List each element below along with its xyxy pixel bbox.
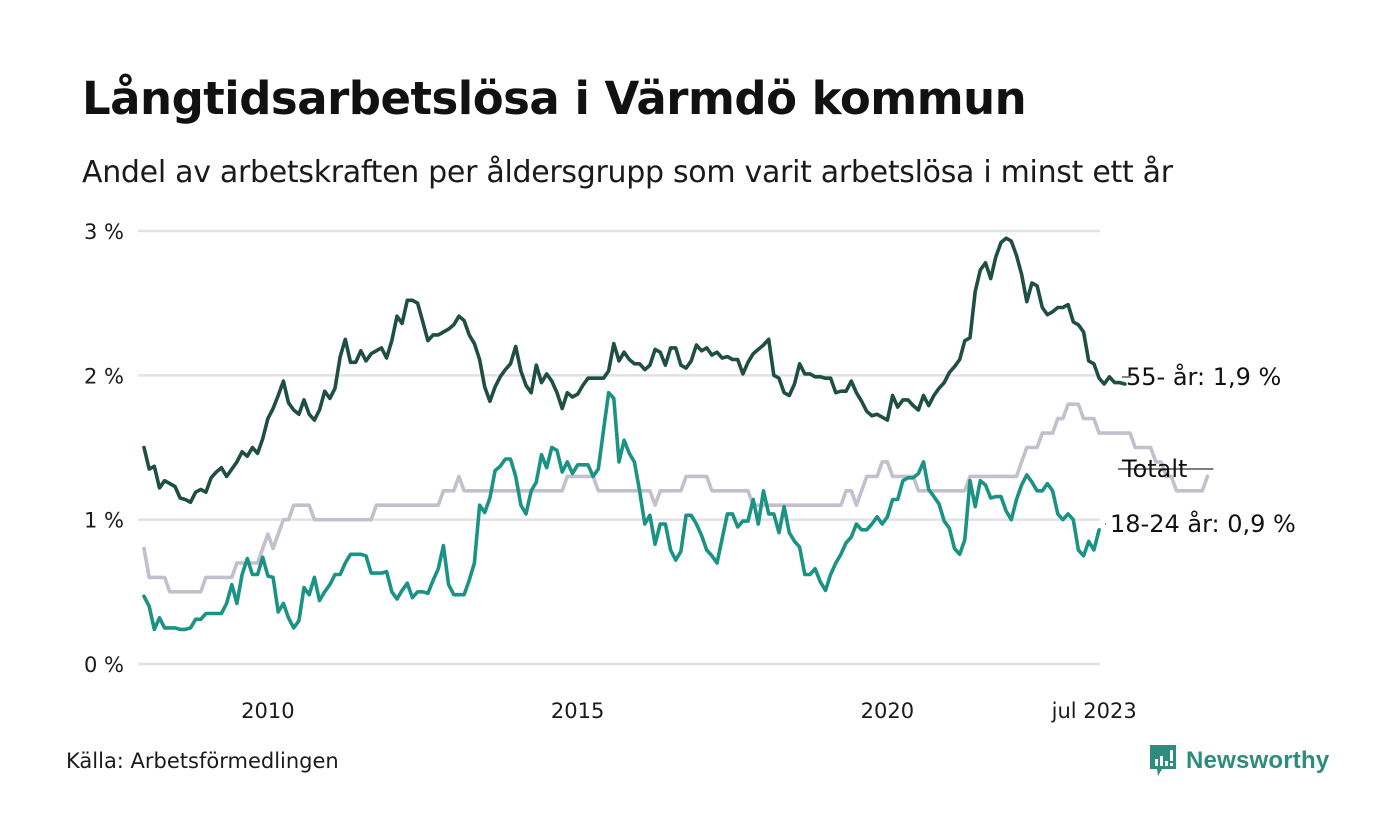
- gridlines: [138, 229, 1100, 666]
- x-tick-label: 2020: [861, 699, 914, 723]
- x-tick-label: 2010: [241, 699, 294, 723]
- x-tick-label: jul 2023: [1051, 699, 1137, 723]
- brand-name: Newsworthy: [1186, 747, 1330, 774]
- x-axis-ticks: 2010 2015 2020 jul 2023: [241, 699, 1137, 723]
- chart-subtitle: Andel av arbetskraften per åldersgrupp s…: [82, 155, 1173, 190]
- newsworthy-logo-icon: [1150, 745, 1176, 776]
- series-end-label: Totalt: [1121, 455, 1187, 483]
- series-line-55-r: [142, 236, 1127, 505]
- series-end-label: 18-24 år: 0,9 %: [1110, 509, 1296, 538]
- series-line-totalt: [142, 402, 1210, 594]
- series-end-labels: Totalt 18-24 år: 0,9 % 55- år: 1,9 %: [1105, 362, 1296, 538]
- series-end-label: 55- år: 1,9 %: [1126, 362, 1281, 391]
- series-lines: [142, 236, 1210, 632]
- y-tick-label: 3 %: [84, 220, 124, 244]
- y-tick-label: 1 %: [84, 509, 124, 533]
- chart-title: Långtidsarbetslösa i Värmdö kommun: [82, 72, 1027, 125]
- y-axis-ticks: 0 % 1 % 2 % 3 %: [84, 220, 124, 677]
- source-note: Källa: Arbetsförmedlingen: [66, 749, 339, 773]
- y-tick-label: 2 %: [84, 364, 124, 388]
- x-tick-label: 2015: [551, 699, 604, 723]
- brand-logo[interactable]: Newsworthy: [1148, 743, 1329, 779]
- y-tick-label: 0 %: [84, 653, 124, 677]
- series-line-18-24-r: [142, 390, 1101, 632]
